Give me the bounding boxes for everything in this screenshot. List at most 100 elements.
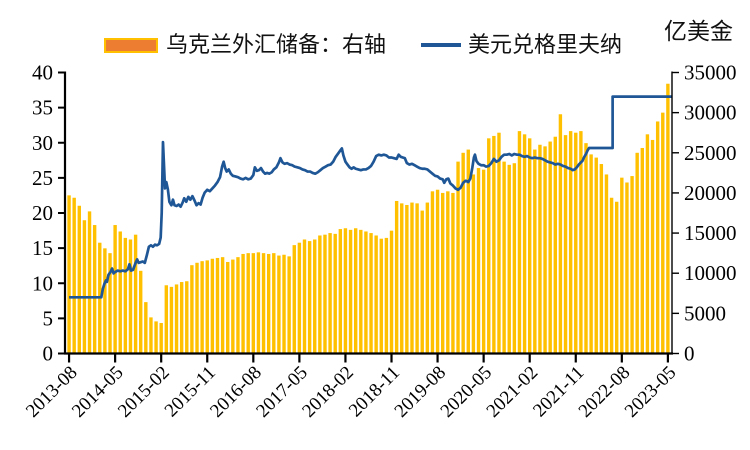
reserves-bar [369,233,373,354]
reserves-bar [215,257,220,354]
reserves-bar [323,234,327,354]
reserves-bar [87,211,92,354]
reserves-bar [599,164,604,354]
left-axis-tick-label: 5 [43,306,54,330]
reserves-bar [481,169,486,354]
left-axis-tick-label: 10 [32,271,53,295]
reserves-bar [139,270,143,354]
x-axis-tick-label: 2023-05 [621,362,681,422]
legend-item-reserves: 乌克兰外汇储备：右轴 [104,33,386,57]
x-axis-tick-label: 2015-02 [114,362,174,422]
reserves-bar [77,205,81,354]
reserves-bar [389,230,394,354]
reserves-bar [92,225,97,354]
reserves-bar [574,132,578,354]
reserves-bar [287,256,291,354]
left-axis-tick-label: 25 [32,166,53,190]
reserves-bar-swatch-icon [104,37,158,53]
reserves-bar [144,302,148,354]
reserves-bar [103,248,107,354]
reserves-bar [353,228,358,354]
reserves-bar [522,134,527,354]
reserves-bar [195,262,199,354]
left-axis-tick-label: 15 [32,236,53,260]
reserves-bar [420,210,424,354]
reserves-bar [185,281,189,354]
reserves-bar [461,152,465,354]
legend-item-fx: 美元兑格里夫纳 [421,33,622,57]
right-axis-tick-label: 25000 [684,141,737,165]
right-axis-tick-label: 20000 [684,181,737,205]
right-axis-tick-label: 5000 [684,301,726,325]
reserves-bar [405,204,409,354]
reserves-bar [343,228,348,354]
reserves-bar [200,261,204,354]
reserves-bar [226,261,230,354]
reserves-bar [210,258,215,354]
reserves-bar [266,253,271,354]
reserves-bar [236,257,240,354]
reserves-bar [328,233,332,354]
reserves-bar [650,139,655,354]
reserves-bar [666,83,670,354]
reserves-bar [174,284,179,354]
reserves-bar [655,121,660,354]
reserves-bar [82,220,87,354]
reserves-bar [553,136,557,354]
legend-label-fx: 美元兑格里夫纳 [468,32,623,57]
reserves-bar [133,234,138,354]
reserves-bar [394,200,399,354]
reserves-bar [272,253,276,354]
reserves-bar [277,255,281,354]
fx-rate-line [69,95,673,299]
reserves-bar [364,231,368,354]
reserves-bar [113,225,117,354]
reserves-bar [348,229,353,354]
reserves-bar [72,197,76,354]
reserves-bar [435,189,440,354]
reserves-bar [359,229,363,354]
reserves-bar [604,174,609,354]
reserves-bar [220,257,225,354]
reserves-bar [625,182,629,354]
right-axis-tick-label: 30000 [684,101,737,125]
reserves-bar [307,241,312,354]
reserves-bar [179,282,184,354]
reserves-bar [558,114,563,354]
reserves-bar [149,317,153,354]
right-axis-tick-label: 35000 [684,61,737,85]
reserves-bar [430,191,435,354]
reserves-bar [374,235,378,354]
chart-legend: 乌克兰外汇储备：右轴 美元兑格里夫纳 [0,31,750,59]
reserves-bar [528,138,532,354]
reserves-bar [543,146,547,354]
reserves-bar [456,161,460,354]
reserves-bar [620,177,624,354]
reserves-bar [440,192,445,354]
reserves-bar [563,135,568,354]
reserves-bar [190,265,194,354]
reserves-bar [118,231,122,354]
x-axis-tick-label: 2021-02 [483,362,543,422]
reserves-bar [584,143,588,354]
right-axis-tick-label: 15000 [684,221,737,245]
left-axis-tick-label: 30 [32,131,53,155]
fx-line-swatch-icon [421,43,461,47]
left-axis-tick-label: 20 [32,201,53,225]
reserves-bar [594,157,598,354]
reserves-bar [609,197,614,354]
reserves-bar [451,192,455,354]
reserves-bar [292,245,296,354]
reserves-bar [251,253,256,354]
reserves-bar [497,132,501,354]
reserves-bar [635,152,639,354]
left-axis-tick-label: 40 [32,61,53,85]
reserves-bar [425,202,430,354]
reserves-bar [333,233,337,354]
reserves-bar [282,254,286,354]
reserves-bar [507,164,511,354]
reserves-bar [548,141,552,354]
reserves-bar [128,239,133,354]
reserves-bar [67,195,71,354]
